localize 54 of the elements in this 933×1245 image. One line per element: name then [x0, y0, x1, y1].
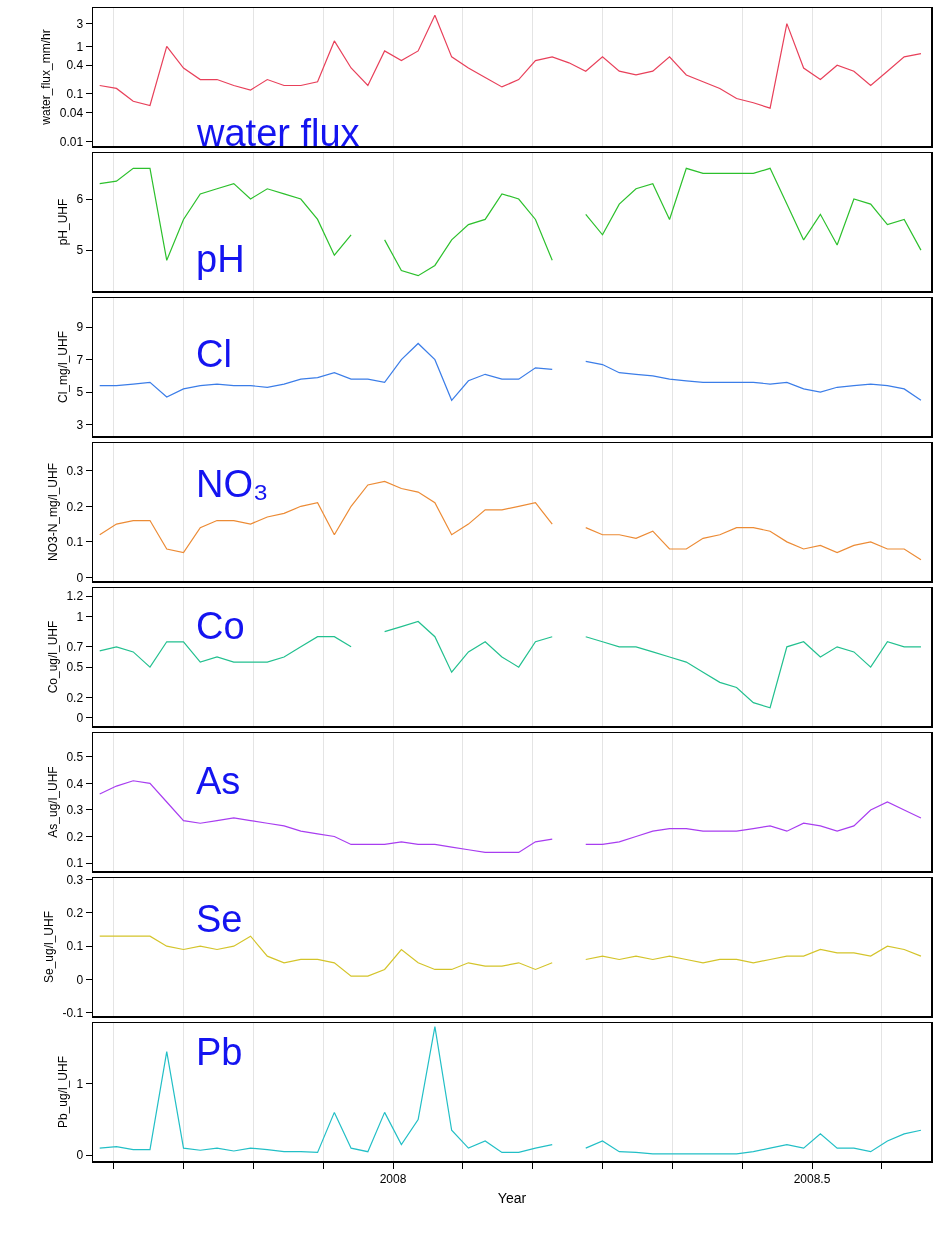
y-tick-label: 0.2 [66, 690, 84, 705]
y-tick-label: 0 [76, 570, 84, 585]
y-axis-title: As_ug/l_UHF [45, 766, 60, 838]
y-tick-label: 5 [76, 243, 84, 258]
y-tick-label: 0.5 [66, 660, 84, 675]
y-tick-label: 0.1 [66, 535, 84, 550]
y-tick-label: 1 [76, 1076, 84, 1091]
y-tick-label: 1.2 [66, 589, 84, 604]
y-tick-label: 0.4 [66, 776, 84, 791]
y-tick-label: 0.7 [66, 640, 84, 655]
y-tick-label: 1 [76, 609, 84, 624]
annotation: water flux [196, 112, 360, 154]
y-tick-label: 0 [76, 972, 84, 987]
y-tick-label: 3 [76, 16, 84, 31]
y-tick-label: 0.3 [66, 872, 84, 887]
annotation: pH [196, 238, 245, 280]
y-tick-label: 0.01 [59, 134, 84, 149]
line-series [99, 14, 922, 109]
annotation: Se [196, 898, 243, 940]
y-tick-label: 9 [76, 320, 84, 335]
y-tick-label: 0.2 [66, 499, 84, 514]
y-axis-title: NO3-N_mg/l_UHF [45, 462, 60, 562]
y-tick-label: 7 [76, 352, 84, 367]
annotation: As [196, 760, 241, 802]
y-tick-label: 0.3 [66, 463, 84, 478]
x-axis-title: Year [497, 1189, 527, 1206]
y-tick-label: 5 [76, 385, 84, 400]
y-tick-label: 0.2 [66, 906, 84, 921]
x-tick-label: 2008 [379, 1171, 407, 1186]
annotation: NO₃ [196, 463, 269, 505]
y-axis-title: Cl_mg/l_UHF [55, 330, 70, 404]
y-tick-label: 0.2 [66, 829, 84, 844]
y-tick-label: -0.1 [62, 1005, 84, 1020]
y-tick-label: 3 [76, 417, 84, 432]
y-tick-label: 0.3 [66, 803, 84, 818]
y-tick-label: 0 [76, 711, 84, 726]
y-tick-label: 0.4 [66, 58, 84, 73]
y-tick-label: 0.1 [66, 939, 84, 954]
y-axis-title: Pb_ug/l_UHF [55, 1055, 70, 1129]
y-tick-label: 0.1 [66, 856, 84, 871]
x-tick-label: 2008.5 [793, 1171, 831, 1186]
y-tick-label: 1 [76, 39, 84, 54]
y-axis-title: water_flux_mm/hr [39, 29, 54, 126]
annotation: Cl [196, 333, 232, 375]
y-axis-title: Se_ug/l_UHF [41, 910, 56, 984]
y-tick-label: 0.1 [66, 87, 84, 102]
y-tick-label: 0 [76, 1148, 84, 1163]
annotation: Co [196, 605, 245, 647]
y-tick-label: 0.04 [59, 105, 84, 120]
y-axis-title: Co_ug/l_UHF [45, 620, 60, 694]
y-tick-label: 6 [76, 192, 84, 207]
y-tick-label: 0.5 [66, 750, 84, 765]
y-axis-title: pH_UHF [55, 198, 70, 246]
annotation: Pb [196, 1031, 243, 1073]
